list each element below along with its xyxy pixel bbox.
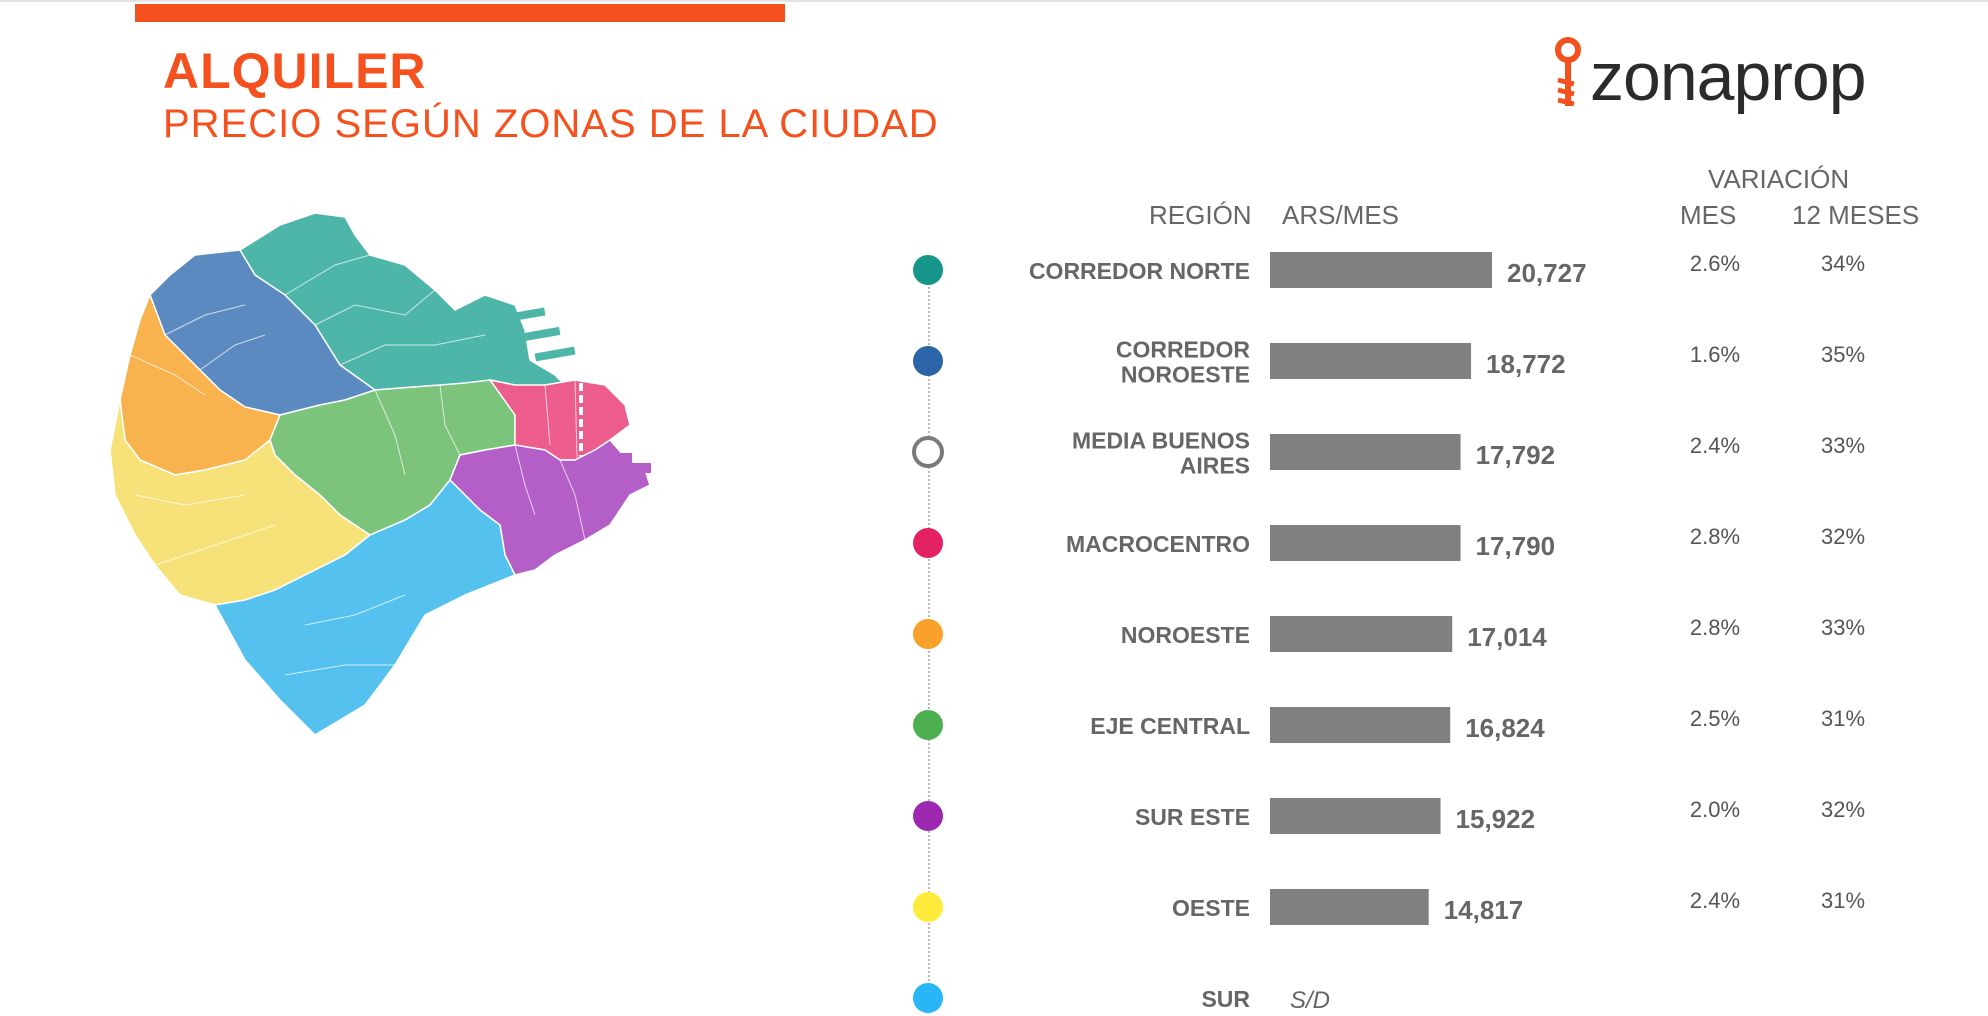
page-title: ALQUILER: [163, 43, 427, 99]
header-region: REGIÓN: [1149, 200, 1252, 230]
var-month-macrocentro: 2.8%: [1690, 524, 1740, 549]
var-12m-noroeste: 33%: [1821, 615, 1865, 640]
category-label-corredor-norte: CORREDOR NORTE: [1029, 258, 1250, 284]
header-month: MES: [1680, 200, 1737, 230]
var-month-noroeste: 2.8%: [1690, 615, 1740, 640]
category-label-oeste: OESTE: [1172, 895, 1250, 921]
value-label-corredor-noroeste: 18,772: [1486, 349, 1566, 379]
var-12m-corredor-noroeste: 35%: [1821, 342, 1865, 367]
marker-eje-central: [913, 710, 943, 740]
var-12m-media-buenos-aires: 33%: [1821, 433, 1865, 458]
var-12m-corredor-norte: 34%: [1821, 251, 1865, 276]
bar-sur-este: [1270, 798, 1441, 834]
value-label-corredor-norte: 20,727: [1507, 258, 1587, 288]
map-zone-sur: [214, 479, 516, 736]
var-month-sur-este: 2.0%: [1690, 797, 1740, 822]
category-label-macrocentro: MACROCENTRO: [1066, 531, 1250, 557]
header-variation: VARIACIÓN: [1708, 164, 1850, 194]
category-label-noroeste: NOROESTE: [1121, 622, 1250, 648]
accent-bar: [135, 4, 785, 22]
marker-macrocentro: [913, 528, 943, 558]
var-month-corredor-noroeste: 1.6%: [1690, 342, 1740, 367]
brand-logo: zonaprop: [1548, 34, 1928, 124]
page-subtitle: PRECIO SEGÚN ZONAS DE LA CIUDAD: [163, 102, 939, 146]
value-label-media-buenos-aires: 17,792: [1476, 440, 1556, 470]
category-label-media-buenos-aires-1: MEDIA BUENOS: [1072, 428, 1250, 454]
var-12m-oeste: 31%: [1821, 888, 1865, 913]
bar-media-buenos-aires: [1270, 434, 1461, 470]
value-label-noroeste: 17,014: [1467, 622, 1547, 652]
var-month-eje-central: 2.5%: [1690, 706, 1740, 731]
marker-sur: [913, 983, 943, 1013]
bar-eje-central: [1270, 707, 1451, 743]
category-label-corredor-noroeste-2: NOROESTE: [1121, 362, 1250, 388]
var-month-corredor-norte: 2.6%: [1690, 251, 1740, 276]
key-icon: [1555, 37, 1581, 107]
value-label-oeste: 14,817: [1444, 895, 1524, 925]
category-label-sur-este: SUR ESTE: [1135, 804, 1250, 830]
brand-name: zonaprop: [1590, 39, 1867, 115]
header-price: ARS/MES: [1282, 200, 1400, 230]
value-label-eje-central: 16,824: [1465, 713, 1545, 743]
var-12m-sur-este: 32%: [1821, 797, 1865, 822]
var-month-oeste: 2.4%: [1690, 888, 1740, 913]
var-12m-macrocentro: 32%: [1821, 524, 1865, 549]
var-12m-eje-central: 31%: [1821, 706, 1865, 731]
city-map: [109, 212, 651, 736]
category-label-corredor-noroeste-1: CORREDOR: [1116, 337, 1251, 363]
category-label-media-buenos-aires-2: AIRES: [1180, 453, 1250, 479]
var-month-media-buenos-aires: 2.4%: [1690, 433, 1740, 458]
category-label-eje-central: EJE CENTRAL: [1090, 713, 1250, 739]
bar-oeste: [1270, 889, 1429, 925]
top-divider: [0, 0, 1988, 2]
value-label-sur-este: 15,922: [1456, 804, 1536, 834]
marker-corredor-norte: [913, 255, 943, 285]
marker-oeste: [913, 892, 943, 922]
value-label-macrocentro: 17,790: [1476, 531, 1556, 561]
price-bar-chart: CORREDOR NORTE 20,727 2.6% 34%CORREDORNOROE…: [912, 251, 1865, 1014]
category-label-sur: SUR: [1201, 986, 1250, 1012]
marker-corredor-noroeste: [913, 346, 943, 376]
bar-corredor-norte: [1270, 252, 1492, 288]
marker-noroeste: [913, 619, 943, 649]
marker-sur-este: [913, 801, 943, 831]
bar-noroeste: [1270, 616, 1453, 652]
bar-corredor-noroeste: [1270, 343, 1472, 379]
marker-media-buenos-aires: [912, 436, 944, 468]
header-12-months: 12 MESES: [1792, 200, 1920, 230]
bar-macrocentro: [1270, 525, 1461, 561]
value-label-sur: S/D: [1290, 987, 1330, 1014]
